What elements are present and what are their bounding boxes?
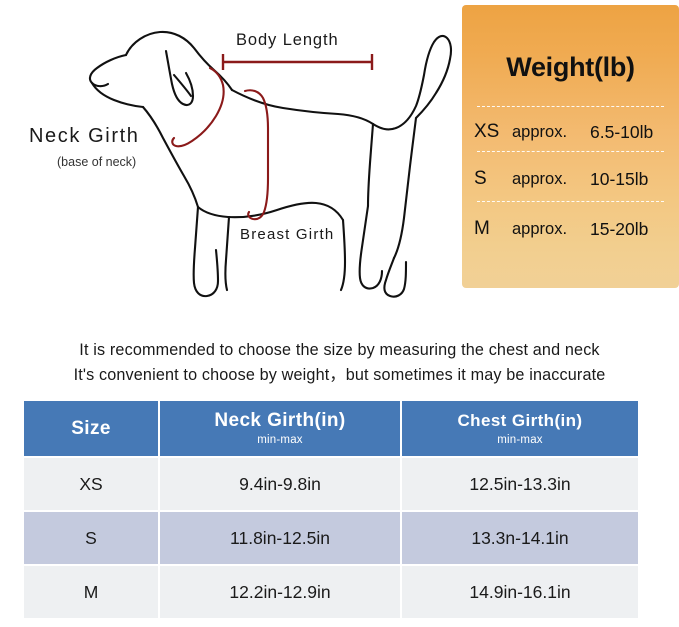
cell-neck-girth: 9.4in-9.8in	[160, 458, 400, 510]
cell-size: S	[24, 512, 158, 564]
weight-row-approx: approx.	[512, 169, 568, 188]
cell-neck-girth: 11.8in-12.5in	[160, 512, 400, 564]
neck-girth-sublabel: (base of neck)	[57, 155, 137, 169]
recommendation-line-1: It is recommended to choose the size by …	[79, 341, 600, 359]
header-main-text: Chest Girth(in)	[457, 410, 583, 430]
weight-row-s: S approx. 10-15lb	[474, 162, 671, 196]
header-main-text: Size	[71, 417, 111, 439]
neck-girth-measure-line	[171, 66, 225, 148]
weight-row-divider	[477, 201, 664, 202]
weight-row-approx: approx.	[512, 219, 568, 238]
body-length-measure-bar	[221, 54, 374, 70]
weight-row-m: M approx. 15-20lb	[474, 212, 671, 246]
recommendation-line-2: It's convenient to choose by weight，but …	[73, 366, 606, 384]
weight-row-size: S	[474, 168, 487, 189]
weight-row-range: 6.5-10lb	[590, 121, 654, 142]
size-chart-table: Size Neck Girth(in) min-max Chest Girth(…	[22, 399, 640, 620]
cell-chest-girth: 12.5in-13.3in	[402, 458, 638, 510]
dog-outline-illustration	[88, 30, 453, 298]
breast-girth-label: Breast Girth	[240, 226, 335, 243]
table-header-neck-girth: Neck Girth(in) min-max	[160, 401, 400, 456]
header-sub-text: min-max	[497, 433, 543, 446]
cell-size: XS	[24, 458, 158, 510]
table-header-chest-girth: Chest Girth(in) min-max	[402, 401, 638, 456]
table-header-size: Size	[24, 401, 158, 456]
weight-row-approx: approx.	[512, 122, 568, 141]
table-row: XS 9.4in-9.8in 12.5in-13.3in	[24, 458, 638, 510]
weight-row-range: 10-15lb	[590, 168, 649, 189]
table-row: S 11.8in-12.5in 13.3n-14.1in	[24, 512, 638, 564]
body-length-label: Body Length	[236, 31, 339, 49]
dog-body-path	[88, 30, 453, 298]
weight-row-divider	[477, 106, 664, 107]
neck-girth-label: Neck Girth	[29, 125, 140, 147]
weight-panel: Weight(lb) XS approx. 6.5-10lb S approx.…	[462, 5, 679, 288]
cell-size: M	[24, 566, 158, 618]
weight-row-size: M	[474, 218, 490, 239]
header-main-text: Neck Girth(in)	[214, 409, 346, 431]
weight-row-range: 15-20lb	[590, 218, 649, 239]
recommendation-text: It is recommended to choose the size by …	[0, 338, 679, 388]
cell-neck-girth: 12.2in-12.9in	[160, 566, 400, 618]
weight-row-size: XS	[474, 121, 500, 142]
dog-measurement-diagram: Body Length Neck Girth (base of neck) Br…	[0, 0, 462, 330]
table-header-row: Size Neck Girth(in) min-max Chest Girth(…	[24, 401, 638, 456]
header-sub-text: min-max	[257, 433, 303, 446]
weight-row-xs: XS approx. 6.5-10lb	[474, 115, 671, 149]
weight-row-divider	[477, 151, 664, 152]
weight-panel-title: Weight(lb)	[506, 52, 635, 82]
table-row: M 12.2in-12.9in 14.9in-16.1in	[24, 566, 638, 618]
cell-chest-girth: 13.3n-14.1in	[402, 512, 638, 564]
breast-girth-measure-line	[243, 89, 270, 221]
cell-chest-girth: 14.9in-16.1in	[402, 566, 638, 618]
